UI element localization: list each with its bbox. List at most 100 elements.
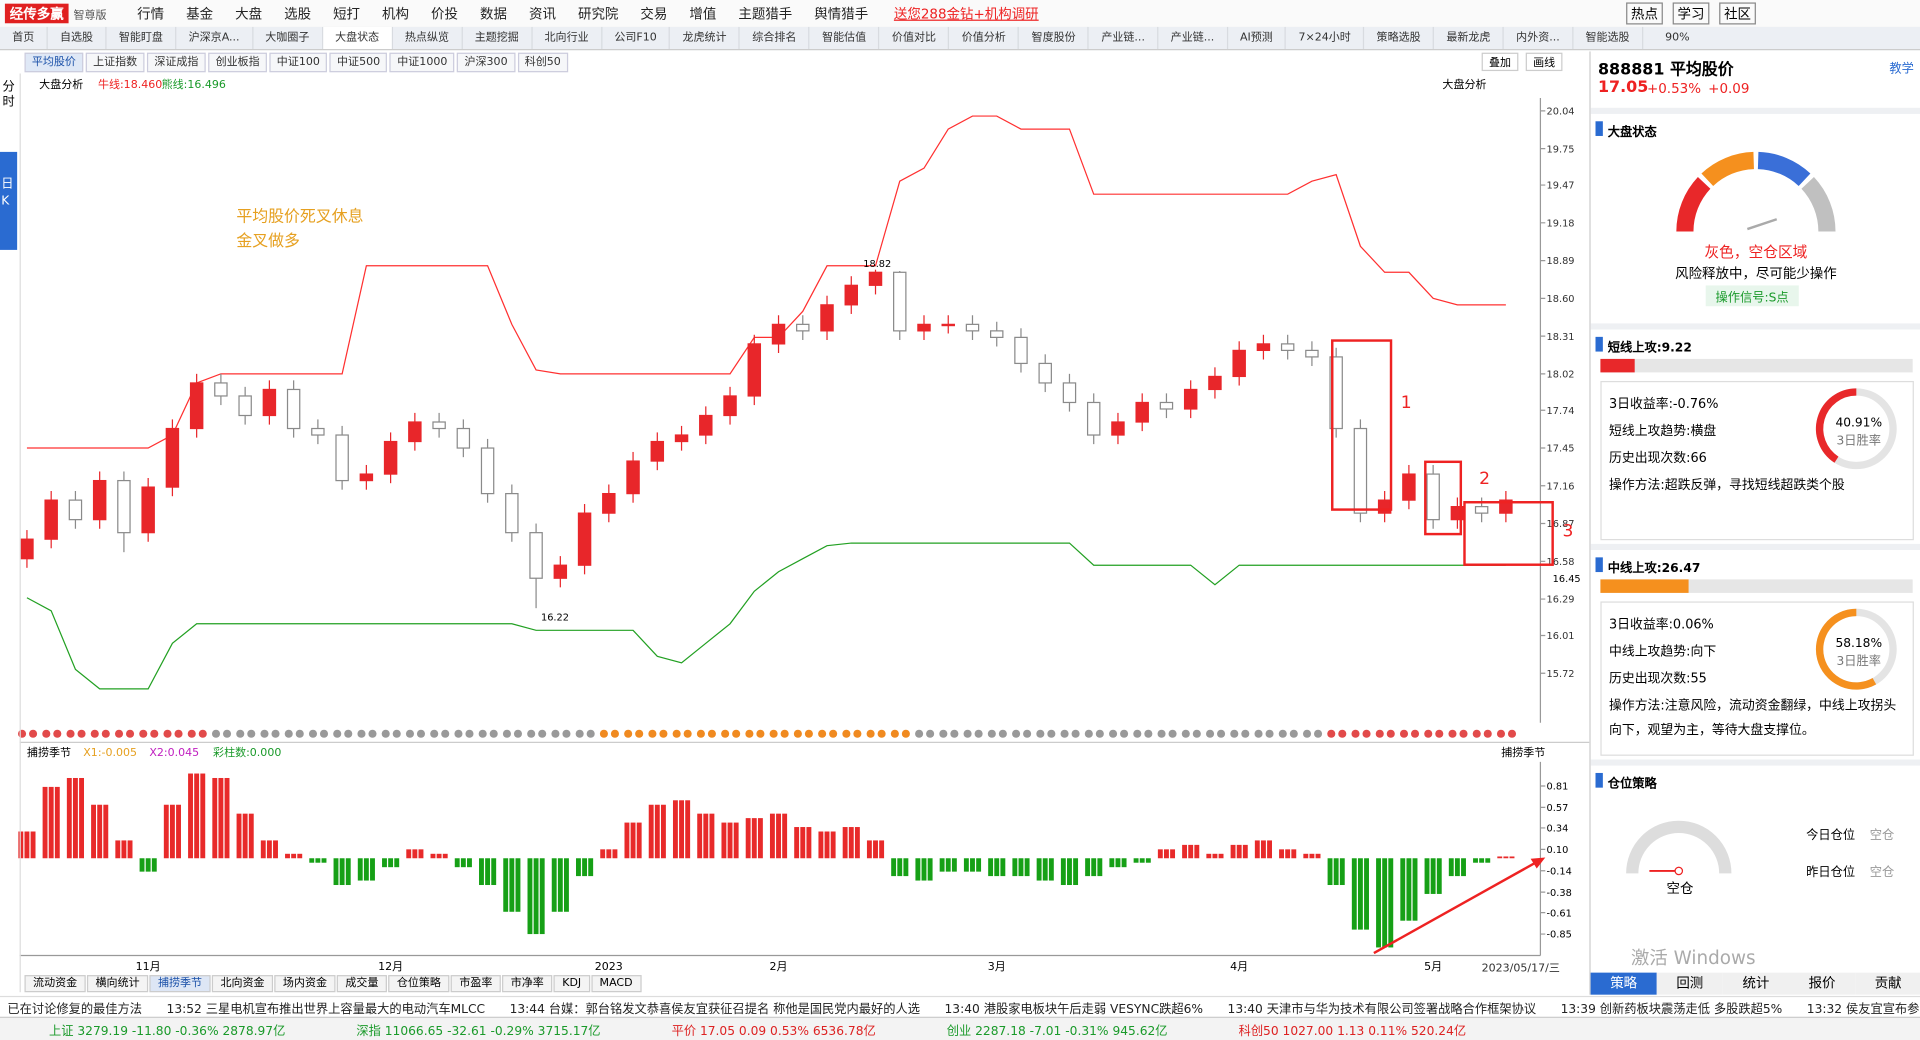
histogram-bar [1024,858,1030,877]
indicator-tab[interactable]: 仓位策略 [388,975,450,993]
tab[interactable]: 内外资... [1504,26,1574,49]
tab[interactable]: 大咖圈子 [253,26,323,49]
histogram-bar [1388,858,1394,948]
state-dot [853,729,862,738]
menu-item[interactable]: 交易 [640,6,668,23]
state-dot [1060,729,1069,738]
menu-button[interactable]: 学习 [1672,2,1710,25]
tool-button[interactable]: 叠加 [1481,52,1519,72]
menu-item[interactable]: 机构 [382,6,409,23]
tab[interactable]: 沪深京A... [176,26,254,49]
tab[interactable]: 北向行业 [532,26,603,49]
candle-body [723,395,737,417]
tab[interactable]: 价值对比 [880,26,950,49]
tab[interactable]: 智能估值 [810,26,880,49]
info-row: 短线上攻趋势:横盘 [1609,419,1793,443]
menu-item[interactable]: 主题猎手 [738,6,793,23]
menu-item[interactable]: 研究院 [577,6,619,23]
tab[interactable]: 价值分析 [949,26,1020,49]
tab[interactable]: 最新龙虎 [1434,26,1504,49]
histogram-bar [988,858,994,877]
indicator-tab[interactable]: 流动资金 [24,975,86,993]
menu-item[interactable]: 价投 [431,6,458,23]
panel-tab[interactable]: 报价 [1788,972,1856,995]
tab[interactable]: 大盘状态 [322,26,393,49]
edition: 智尊版 [73,9,107,22]
panel-tab[interactable]: 策略 [1590,972,1657,995]
index-tab[interactable]: 科创50 [517,52,569,73]
tab[interactable]: 龙虎统计 [670,26,741,49]
index-tab[interactable]: 创业板指 [208,52,268,73]
menu-item[interactable]: 数据 [480,6,507,23]
indicator-tab[interactable]: 成交量 [336,975,388,993]
state-dot [756,729,765,738]
state-dot [1265,729,1274,738]
indicator-tab[interactable]: MACD [590,975,642,993]
state-dot [562,729,571,738]
indicator-tab[interactable]: 横向统计 [86,975,149,993]
tool-button[interactable]: 画线 [1525,52,1563,72]
tab[interactable]: 热点纵览 [393,26,463,49]
indicator-tab[interactable]: 市盈率 [450,975,501,993]
index-tab[interactable]: 沪深300 [457,52,515,73]
histogram-bar [242,813,248,859]
tab[interactable]: 智能选股 [1573,26,1644,49]
menu-button[interactable]: 热点 [1626,2,1663,25]
index-tab[interactable]: 深证成指 [146,52,206,73]
indicator-tab[interactable]: 捕捞季节 [149,975,211,993]
state-dot [405,729,415,738]
index-tab[interactable]: 中证500 [329,52,388,73]
histogram-bar [921,858,927,881]
y-tick-label: 18.31 [1547,332,1575,343]
panel-tab[interactable]: 贡献 [1855,972,1920,995]
candle-body [383,440,398,475]
state-dot [53,729,62,738]
indicator-title: 捕捞季节 [27,745,71,759]
histogram-bar [994,858,1000,877]
tab[interactable]: 自选股 [48,26,107,49]
state-dot [1181,729,1190,738]
indicator-tab[interactable]: 场内资金 [274,975,336,993]
side-tab[interactable]: 分时 [2,80,15,110]
tab[interactable]: 产业链... [1089,26,1159,49]
menu-button[interactable]: 社区 [1719,2,1756,25]
tab[interactable]: 公司F10 [602,26,671,49]
indicator-tab[interactable]: 市净率 [502,975,553,993]
index-tab[interactable]: 平均股价 [24,52,84,73]
index-tab[interactable]: 中证100 [269,52,328,73]
tab[interactable]: AI预测 [1228,26,1287,49]
menu-item[interactable]: 增值 [689,6,717,23]
tab[interactable]: 策略选股 [1364,26,1435,49]
menu-item[interactable]: 选股 [284,6,312,23]
teach-link[interactable]: 教学 [1889,62,1914,76]
tab[interactable]: 智度股份 [1019,26,1090,49]
tab[interactable]: 综合排名 [740,26,810,49]
side-tab-active[interactable]: 日K [0,151,18,250]
tab[interactable]: 首页 [0,26,48,49]
menu-item[interactable]: 舆情猎手 [814,6,869,23]
tab[interactable]: 主题挖掘 [462,26,533,49]
menu-item[interactable]: 基金 [186,6,214,23]
promo[interactable]: 送您288金钻+机构调研 [893,6,1039,23]
histogram-bar [1206,853,1212,859]
menu-item[interactable]: 短打 [333,6,361,23]
yest-label: 昨日仓位 [1806,866,1856,880]
tab[interactable]: 产业链... [1158,26,1228,49]
menu-item[interactable]: 大盘 [235,6,263,23]
state-dot [1375,729,1384,738]
gauge-segment [1757,151,1811,187]
state-dot [1241,729,1250,738]
tab[interactable]: 7×24小时 [1286,26,1365,49]
panel-tab[interactable]: 统计 [1722,972,1789,995]
index-tab[interactable]: 中证1000 [389,52,455,73]
indicator-tab[interactable]: KDJ [553,975,590,993]
tab[interactable]: 智能盯盘 [107,26,177,49]
menu-item[interactable]: 行情 [137,6,165,23]
panel-tab[interactable]: 回测 [1656,972,1723,995]
index-tab[interactable]: 上证指数 [85,52,145,73]
candle-body [820,304,834,332]
candle-body [1086,401,1101,436]
histogram-bar [1497,856,1503,859]
indicator-tab[interactable]: 北向资金 [211,975,274,993]
menu-item[interactable]: 资讯 [528,6,556,23]
